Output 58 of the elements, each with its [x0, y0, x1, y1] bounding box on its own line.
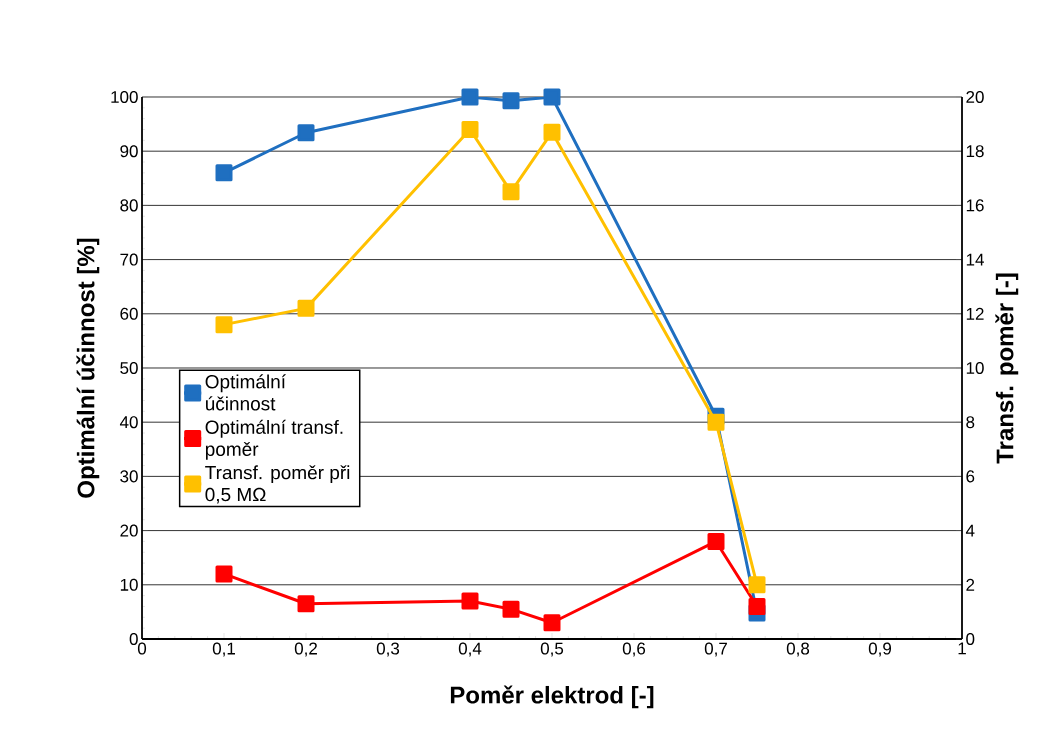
x-tick-label: 0,8: [786, 642, 810, 657]
y2-tick-label: 10: [966, 361, 984, 375]
y-tick-label: 10: [120, 578, 138, 591]
point: [502, 92, 520, 110]
point: [461, 88, 479, 106]
x-tick-label: 0,9: [868, 642, 892, 657]
x-tick-label: 0,5: [540, 642, 564, 657]
point: [297, 124, 315, 142]
legend-label: Optimální transf. poměr: [205, 419, 343, 460]
y2-tick-label: 20: [966, 90, 984, 104]
y-tick-label: 30: [120, 470, 138, 483]
legend-label: Transf. poměr při 0,5 MΩ: [205, 465, 350, 504]
point: [215, 164, 233, 182]
y-tick-label: 80: [120, 199, 138, 212]
point: [748, 576, 766, 594]
y-tick-label: 20: [120, 524, 138, 537]
legend-label: Optimální účinnost: [205, 374, 286, 411]
y-tick-label: 70: [120, 253, 138, 266]
point: [215, 316, 233, 334]
x-tick-label: 0,3: [376, 642, 400, 657]
point: [748, 597, 766, 615]
y2-tick-label: 12: [966, 307, 984, 320]
point: [543, 614, 561, 632]
point: [502, 600, 520, 618]
y2-tick-label: 14: [966, 253, 984, 266]
y2-tick-label: 4: [965, 524, 975, 537]
x-axis-title: Poměr elektrod [-]: [450, 685, 654, 709]
x-tick-label: 1: [958, 642, 966, 655]
y-tick-label: 60: [120, 307, 138, 320]
y2-tick-label: 16: [966, 199, 984, 212]
y2-tick-label: 0: [966, 632, 975, 646]
x-tick-label: 0,4: [458, 642, 482, 657]
point: [707, 532, 725, 550]
y-tick-label: 100: [111, 90, 138, 104]
point: [215, 565, 233, 583]
y-tick-label: 0: [129, 632, 138, 646]
point: [461, 592, 479, 610]
point: [502, 183, 520, 201]
y-tick-label: 40: [119, 416, 138, 429]
y2-tick-label: 2: [966, 578, 975, 591]
x-tick-label: 0: [137, 642, 147, 655]
point: [707, 413, 725, 431]
point: [543, 88, 561, 106]
y2-tick-label: 8: [966, 416, 975, 429]
y-tick-label: 90: [120, 145, 138, 158]
point: [297, 595, 315, 613]
point: [297, 299, 315, 317]
point: [543, 123, 561, 141]
y-axis-title: Optimální účinnost [%]: [76, 238, 100, 498]
point: [461, 121, 479, 139]
x-tick-label: 0,7: [704, 642, 727, 657]
y2-axis-title: Transf. poměr [-]: [995, 273, 1019, 464]
x-tick-label: 0,1: [212, 642, 235, 657]
x-tick-label: 0,6: [622, 642, 646, 657]
x-tick-label: 0,2: [294, 642, 317, 657]
y-tick-label: 50: [120, 361, 138, 375]
y2-tick-label: 6: [966, 470, 975, 483]
y2-tick-label: 18: [966, 145, 984, 158]
